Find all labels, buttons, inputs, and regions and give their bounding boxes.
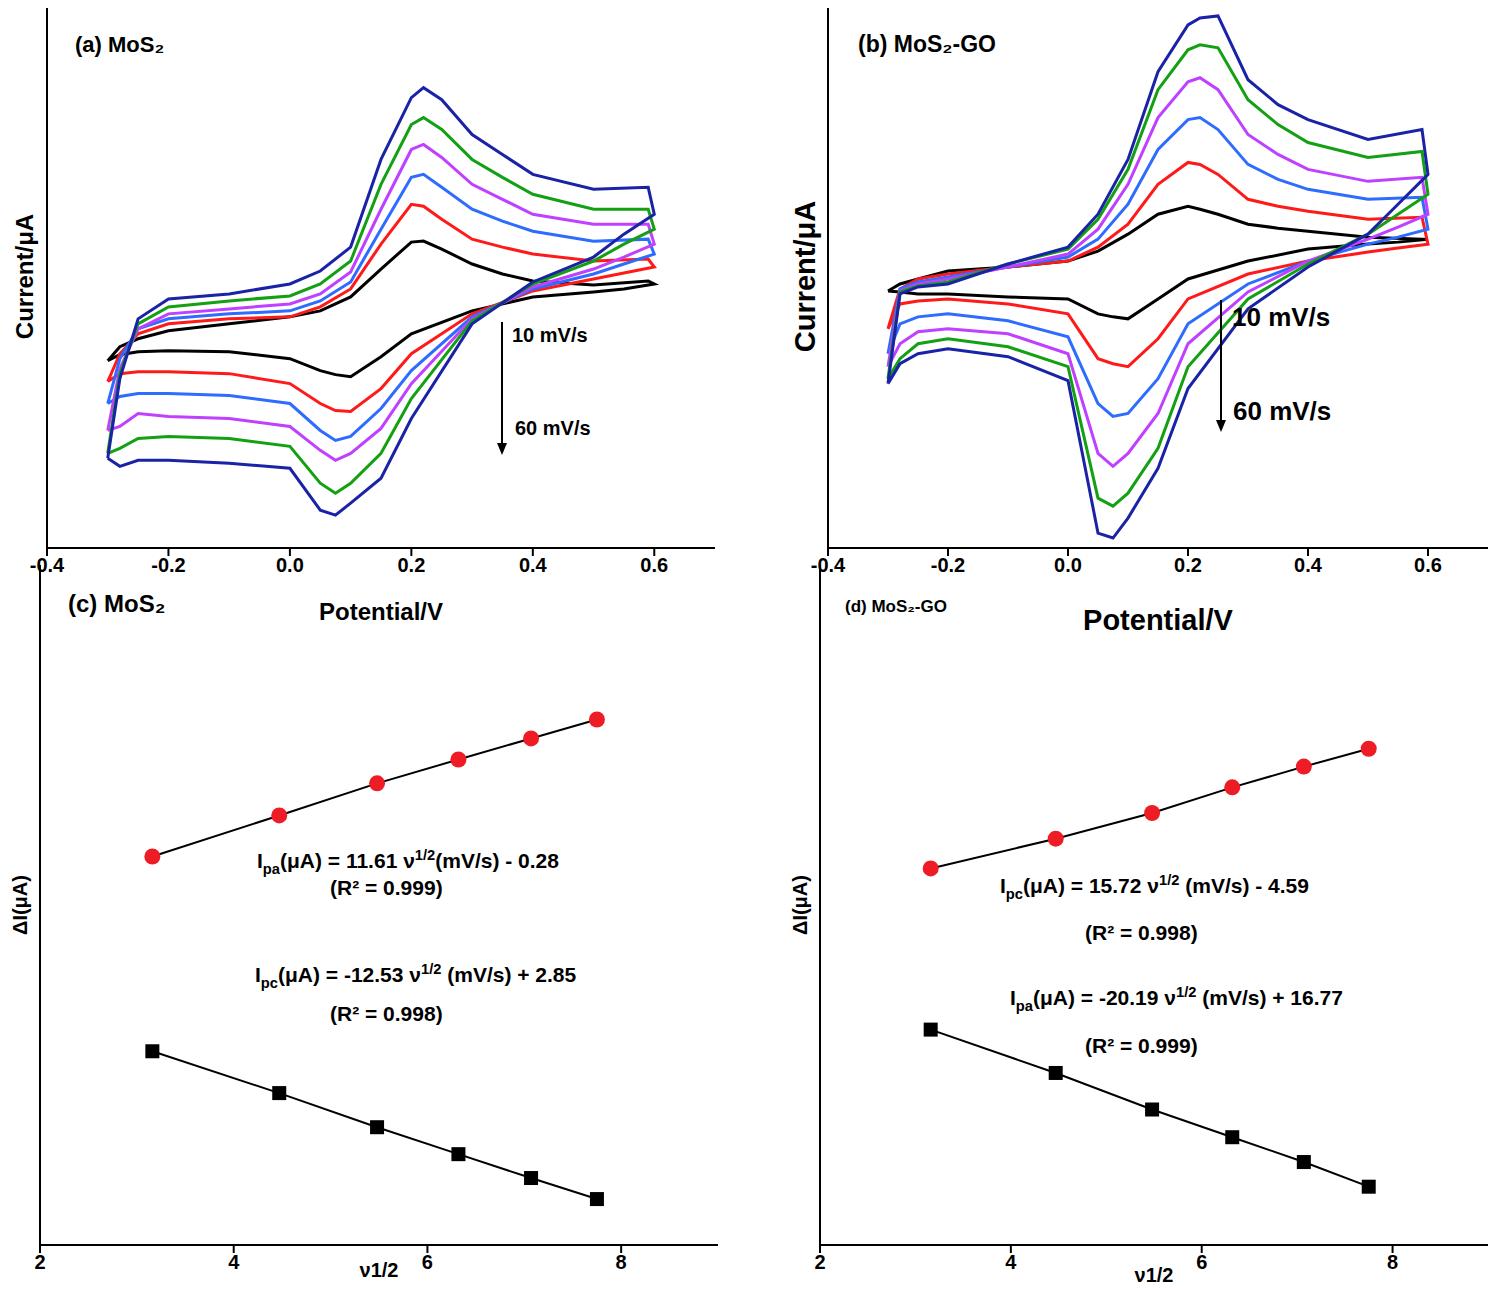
svg-text:-0.4: -0.4 [30,554,65,576]
svg-text:0.6: 0.6 [640,554,668,576]
svg-text:(R² = 0.998): (R² = 0.998) [330,1002,443,1025]
svg-text:(b) MoS₂-GO: (b) MoS₂-GO [858,31,996,57]
svg-text:10 mV/s: 10 mV/s [512,324,588,346]
svg-text:-0.2: -0.2 [931,554,965,576]
svg-text:8: 8 [1387,1251,1398,1273]
svg-text:0.0: 0.0 [1054,554,1082,576]
svg-text:0.0: 0.0 [276,554,304,576]
svg-text:Ipc(μA) = 15.72 ν1/2 (mV/s) -: Ipc(μA) = 15.72 ν1/2 (mV/s) - 4.59 [1000,872,1309,903]
svg-text:0.4: 0.4 [519,554,548,576]
svg-text:2: 2 [814,1251,825,1273]
svg-text:2: 2 [34,1251,45,1273]
svg-text:Current/μA: Current/μA [11,214,38,339]
svg-text:0.4: 0.4 [1294,554,1323,576]
svg-text:(R² = 0.999): (R² = 0.999) [1085,1034,1198,1057]
svg-text:ν1/2: ν1/2 [1135,1264,1174,1286]
svg-text:6: 6 [1196,1251,1207,1273]
svg-text:(a) MoS₂: (a) MoS₂ [75,32,164,57]
svg-text:60 mV/s: 60 mV/s [1233,396,1331,426]
svg-text:4: 4 [1005,1251,1017,1273]
svg-text:Ipc(μA) = -12.53 ν1/2 (mV/s) +: Ipc(μA) = -12.53 ν1/2 (mV/s) + 2.85 [255,961,577,992]
svg-text:(R² = 0.999): (R² = 0.999) [330,876,443,899]
svg-text:ν1/2: ν1/2 [360,1259,399,1281]
svg-text:Potential/V: Potential/V [1083,604,1234,636]
svg-text:8: 8 [616,1251,627,1273]
svg-text:ΔI(μA): ΔI(μA) [9,875,31,935]
svg-text:-0.4: -0.4 [811,554,846,576]
svg-text:0.2: 0.2 [1174,554,1202,576]
svg-text:60 mV/s: 60 mV/s [515,417,591,439]
svg-text:Ipa(μA) = 11.61 ν1/2(mV/s) - 0: Ipa(μA) = 11.61 ν1/2(mV/s) - 0.28 [257,847,559,878]
svg-text:(c) MoS₂: (c) MoS₂ [68,590,165,617]
svg-text:0.2: 0.2 [397,554,425,576]
svg-text:ΔI(μA): ΔI(μA) [789,875,811,935]
svg-text:(d) MoS₂-GO: (d) MoS₂-GO [845,597,947,616]
svg-text:10 mV/s: 10 mV/s [1232,302,1330,332]
svg-text:(R² = 0.998): (R² = 0.998) [1085,921,1198,944]
svg-text:Current/μA: Current/μA [789,201,821,353]
svg-text:4: 4 [228,1251,240,1273]
svg-text:6: 6 [422,1251,433,1273]
svg-text:Potential/V: Potential/V [319,598,443,625]
svg-text:Ipa(μA) = -20.19 ν1/2 (mV/s) +: Ipa(μA) = -20.19 ν1/2 (mV/s) + 16.77 [1010,984,1343,1015]
svg-text:0.6: 0.6 [1414,554,1442,576]
svg-text:-0.2: -0.2 [151,554,185,576]
